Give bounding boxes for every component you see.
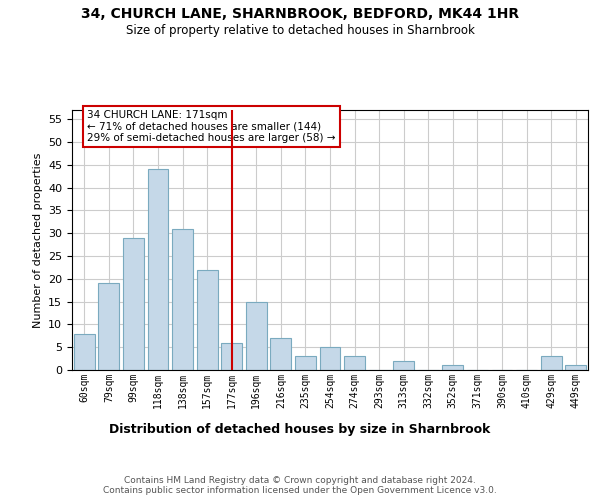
Bar [541, 356, 562, 370]
Bar [98, 284, 119, 370]
Bar [74, 334, 95, 370]
Bar [565, 366, 586, 370]
Bar [393, 361, 414, 370]
Bar [271, 338, 292, 370]
Y-axis label: Number of detached properties: Number of detached properties [32, 152, 43, 328]
Bar [172, 228, 193, 370]
Bar [442, 366, 463, 370]
Bar [295, 356, 316, 370]
Bar [246, 302, 267, 370]
Text: Contains HM Land Registry data © Crown copyright and database right 2024.
Contai: Contains HM Land Registry data © Crown c… [103, 476, 497, 495]
Bar [197, 270, 218, 370]
Bar [320, 347, 340, 370]
Text: Size of property relative to detached houses in Sharnbrook: Size of property relative to detached ho… [125, 24, 475, 37]
Text: 34, CHURCH LANE, SHARNBROOK, BEDFORD, MK44 1HR: 34, CHURCH LANE, SHARNBROOK, BEDFORD, MK… [81, 8, 519, 22]
Bar [123, 238, 144, 370]
Bar [148, 170, 169, 370]
Text: Distribution of detached houses by size in Sharnbrook: Distribution of detached houses by size … [109, 422, 491, 436]
Text: 34 CHURCH LANE: 171sqm
← 71% of detached houses are smaller (144)
29% of semi-de: 34 CHURCH LANE: 171sqm ← 71% of detached… [88, 110, 336, 143]
Bar [344, 356, 365, 370]
Bar [221, 342, 242, 370]
